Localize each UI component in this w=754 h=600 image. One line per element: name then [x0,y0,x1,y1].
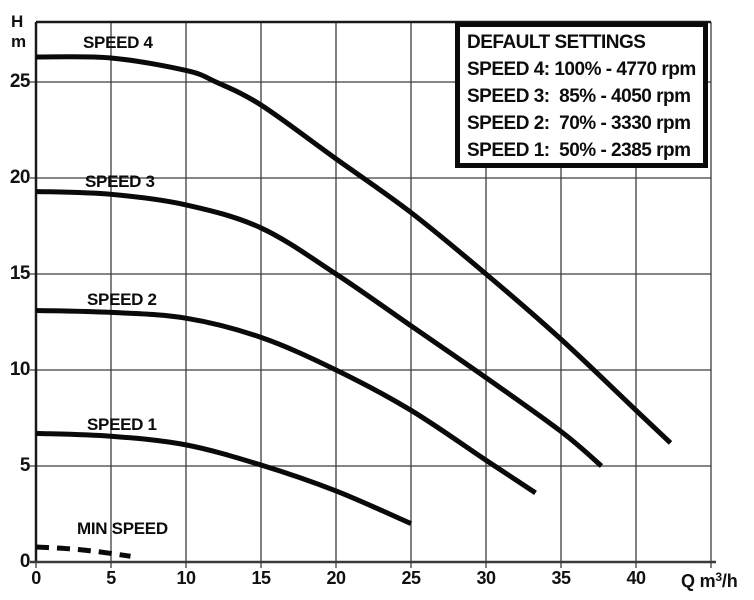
legend-entry-speed-4: SPEED 4: 100% - 4770 rpm [467,59,696,80]
x-axis-unit-superscript: 3 [715,570,722,584]
y-tick-label-10: 10 [9,359,31,380]
curve-label-speed-4: SPEED 4 [83,33,153,52]
x-tick-label-30: 30 [476,568,496,588]
x-tick-label-0: 0 [31,568,41,588]
x-tick-label-5: 5 [106,568,116,588]
x-tick-label-25: 25 [401,568,421,588]
legend-entry-speed-2: SPEED 2: 70% - 3330 rpm [467,113,691,134]
legend-title: DEFAULT SETTINGS [467,32,646,53]
x-axis-unit-label: Q m3/h [681,570,738,592]
curve-speed-3 [35,188,604,468]
x-tick-label-15: 15 [251,568,271,588]
legend-entry-speed-3: SPEED 3: 85% - 4050 rpm [467,86,691,107]
curve-speed-2 [35,307,537,495]
curve-label-min-speed: MIN SPEED [77,519,168,538]
y-tick-label-0: 0 [19,551,31,572]
y-tick-label-5: 5 [19,455,31,476]
y-axis-unit-line2: m [11,32,26,51]
curve-speed-1 [35,430,412,526]
x-tick-label-10: 10 [176,568,196,588]
y-tick-label-20: 20 [9,167,31,188]
x-tick-label-35: 35 [551,568,571,588]
x-axis-unit-post: /h [721,571,738,591]
curve-min-speed [35,544,131,559]
curve-speed-4 [35,54,673,445]
curve-label-speed-2: SPEED 2 [87,290,157,309]
y-tick-label-25: 25 [9,71,31,92]
curve-label-speed-3: SPEED 3 [85,172,155,191]
x-axis-unit-pre: Q m [681,571,716,591]
x-tick-label-40: 40 [626,568,646,588]
y-axis-unit-label: H m [11,12,26,52]
y-tick-label-15: 15 [9,263,31,284]
curve-label-speed-1: SPEED 1 [87,415,157,434]
legend-entry-speed-1: SPEED 1: 50% - 2385 rpm [467,140,691,161]
legend-default-settings: DEFAULT SETTINGS SPEED 4: 100% - 4770 rp… [455,22,708,168]
y-axis-unit-line1: H [11,12,24,31]
x-tick-label-20: 20 [326,568,346,588]
